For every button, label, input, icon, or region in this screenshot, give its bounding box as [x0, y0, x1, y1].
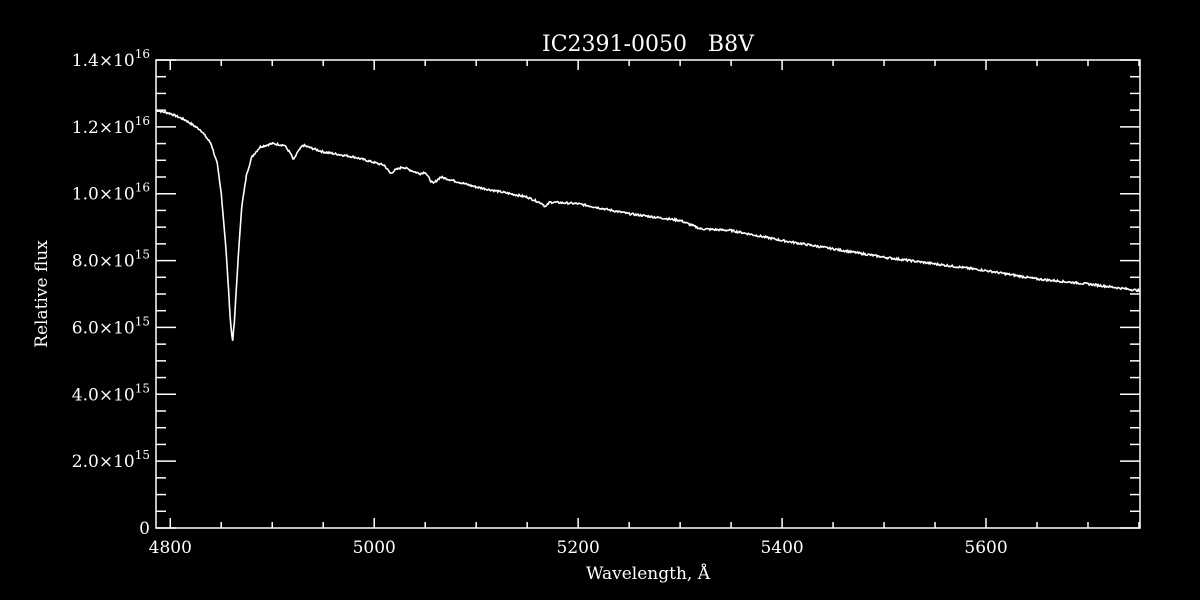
y-tick-label: 1.4×1016	[72, 47, 150, 71]
y-axis-label: Relative flux	[32, 240, 52, 348]
y-tick-label: 2.0×1015	[72, 448, 150, 472]
y-tick-label: 0	[139, 519, 150, 539]
x-tick-label: 4800	[149, 538, 192, 558]
y-tick-label: 1.2×1016	[72, 114, 150, 138]
chart-title: IC2391-0050 B8V	[542, 32, 755, 57]
x-tick-label: 5600	[964, 538, 1007, 558]
spectrum-line	[156, 109, 1141, 341]
y-tick-label: 8.0×1015	[72, 248, 150, 272]
x-tick-label: 5200	[557, 538, 600, 558]
plot-frame	[155, 59, 1141, 529]
x-axis-label: Wavelength, Å	[586, 563, 711, 584]
x-tick-label: 5400	[760, 538, 803, 558]
y-tick-label: 4.0×1015	[72, 381, 150, 405]
x-tick-label: 5000	[353, 538, 396, 558]
y-tick-label: 6.0×1015	[72, 314, 150, 338]
y-tick-label: 1.0×1016	[72, 181, 150, 205]
